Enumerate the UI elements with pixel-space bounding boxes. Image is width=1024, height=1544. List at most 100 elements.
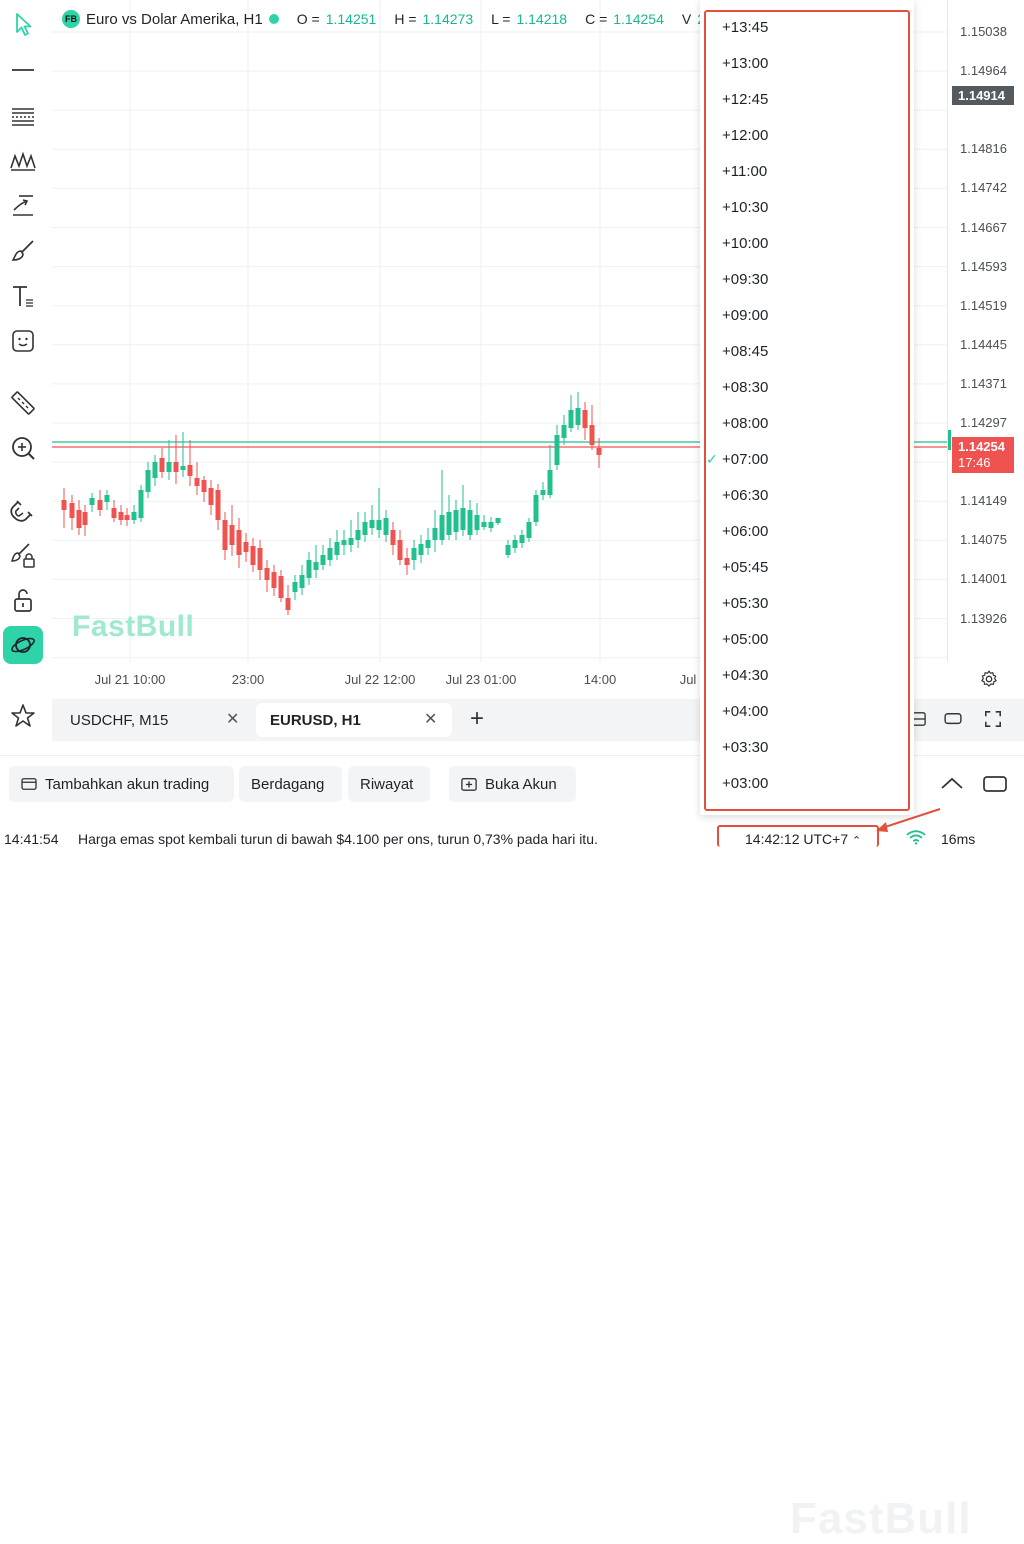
timezone-option-label: +10:30	[722, 199, 769, 216]
timezone-option[interactable]: +06:00	[700, 514, 914, 550]
timezone-clock-button[interactable]: 14:42:12 UTC+7 ⌃	[745, 831, 861, 847]
history-label: Riwayat	[360, 775, 414, 793]
candle-body	[222, 520, 228, 550]
timezone-option[interactable]: +03:30	[700, 730, 914, 766]
tab-usdchf[interactable]: USDCHF, M15	[56, 703, 254, 737]
timezone-option[interactable]: +08:00	[700, 406, 914, 442]
open-account-button[interactable]: Buka Akun	[449, 766, 576, 802]
candle-body	[488, 522, 494, 528]
tab-eurusd[interactable]: EURUSD, H1	[256, 703, 452, 737]
timezone-option-label: +03:30	[722, 739, 769, 756]
timezone-option[interactable]: +05:30	[700, 586, 914, 622]
candle-body	[243, 542, 249, 552]
price-tick-label: 1.14964	[960, 63, 1007, 79]
timezone-option[interactable]: +10:00	[700, 226, 914, 262]
timezone-option[interactable]: +09:00	[700, 298, 914, 334]
low-value: 1.14218	[516, 11, 568, 27]
timezone-option[interactable]: +03:00	[700, 766, 914, 802]
line-tool-icon[interactable]	[5, 52, 41, 88]
timezone-option[interactable]: +05:00	[700, 622, 914, 658]
candle-body	[589, 425, 595, 445]
timezone-option[interactable]: +13:00	[700, 46, 914, 82]
chevron-up-icon[interactable]	[940, 776, 964, 795]
fb-logo-icon: FB	[62, 10, 80, 28]
candle-body	[561, 425, 567, 438]
candle-body	[362, 522, 368, 535]
timezone-option[interactable]: ✓ +07:00	[700, 442, 914, 478]
lock-drawings-icon[interactable]	[5, 537, 41, 573]
chart-settings-gear-icon[interactable]	[976, 666, 1002, 692]
candle-body	[390, 530, 396, 545]
timezone-option[interactable]: +08:45	[700, 334, 914, 370]
timezone-option[interactable]: +11:00	[700, 154, 914, 190]
pattern-tool-icon[interactable]	[5, 142, 41, 178]
timezone-option[interactable]: +10:30	[700, 190, 914, 226]
bar-countdown: 17:46	[958, 455, 991, 470]
candle-body	[596, 448, 602, 455]
add-tab-icon[interactable]: +	[470, 705, 485, 732]
emoji-icon[interactable]	[5, 323, 41, 359]
star-icon[interactable]	[5, 698, 41, 734]
timezone-option[interactable]: +12:45	[700, 82, 914, 118]
ruler-icon[interactable]	[5, 385, 41, 421]
brush-icon[interactable]	[5, 233, 41, 269]
wifi-icon	[906, 830, 926, 848]
timezone-option[interactable]: +13:45	[700, 10, 914, 46]
channel-tool-icon[interactable]	[5, 97, 41, 133]
timezone-option[interactable]: +08:30	[700, 370, 914, 406]
timezone-option-label: +12:00	[722, 127, 769, 144]
time-tick-label: Jul 21 10:00	[94, 672, 166, 687]
candle-body	[187, 465, 193, 476]
high-value: 1.14273	[422, 11, 474, 27]
candle-body	[533, 495, 539, 522]
close-tab-usdchf-icon[interactable]: ✕	[226, 711, 240, 728]
candle-body	[138, 490, 144, 518]
magnet-icon[interactable]	[5, 492, 41, 528]
close-tab-eurusd-icon[interactable]: ✕	[424, 711, 438, 728]
history-button[interactable]: Riwayat	[348, 766, 430, 802]
price-tick-label: 1.14445	[960, 336, 1007, 352]
current-price-badge: 1.14254 17:46	[952, 437, 1014, 473]
unlock-icon[interactable]	[5, 582, 41, 618]
price-axis[interactable]: 1.15038 1.14964 1.14816 1.14742 1.14667 1.145…	[947, 0, 1024, 662]
fastbull-watermark: FastBull	[72, 610, 195, 643]
timezone-option[interactable]: +12:00	[700, 118, 914, 154]
candle-body	[271, 572, 277, 588]
timezone-option[interactable]: +09:30	[700, 262, 914, 298]
timezone-option[interactable]: +04:30	[700, 658, 914, 694]
timezone-option-label: +10:00	[722, 235, 769, 252]
fullscreen-icon[interactable]	[984, 710, 1002, 733]
close-value: 1.14254	[613, 11, 664, 27]
zoom-in-icon[interactable]	[5, 430, 41, 466]
trade-button[interactable]: Berdagang	[239, 766, 342, 802]
projection-tool-icon[interactable]	[5, 187, 41, 223]
candlestick-chart[interactable]	[52, 0, 947, 662]
candle-body	[334, 542, 340, 555]
time-axis[interactable]: Jul 21 10:00 23:00 Jul 22 12:00 Jul 23 01:0…	[52, 662, 947, 696]
add-trading-account-label: Tambahkan akun trading	[45, 775, 210, 793]
candle-body	[194, 478, 200, 486]
candle-body	[306, 560, 312, 578]
panel-toggle-icon[interactable]	[983, 775, 1007, 798]
price-tick-label: 1.14519	[960, 297, 1007, 313]
dropdown-highlight-box	[704, 10, 910, 811]
text-tool-icon[interactable]	[5, 278, 41, 314]
market-open-dot	[268, 14, 279, 24]
timezone-option[interactable]: +06:30	[700, 478, 914, 514]
open-label: O =	[296, 11, 320, 27]
candle-body	[145, 470, 151, 492]
low-label: L =	[491, 11, 511, 27]
add-trading-account-button[interactable]: Tambahkan akun trading	[9, 766, 234, 802]
timezone-option[interactable]: +04:00	[700, 694, 914, 730]
cursor-icon[interactable]	[5, 6, 41, 42]
candle-body	[215, 490, 221, 520]
window-icon[interactable]	[944, 712, 962, 731]
news-ticker[interactable]: Harga emas spot kembali turun di bawah $…	[78, 831, 598, 847]
timezone-option-label: +11:00	[722, 163, 768, 180]
timezone-option-label: +08:45	[722, 343, 769, 360]
candle-body	[355, 530, 361, 540]
timezone-option[interactable]: +05:45	[700, 550, 914, 586]
planet-icon[interactable]	[3, 626, 43, 664]
candle-body	[82, 512, 88, 525]
symbol-title[interactable]: Euro vs Dolar Amerika, H1	[86, 10, 263, 28]
